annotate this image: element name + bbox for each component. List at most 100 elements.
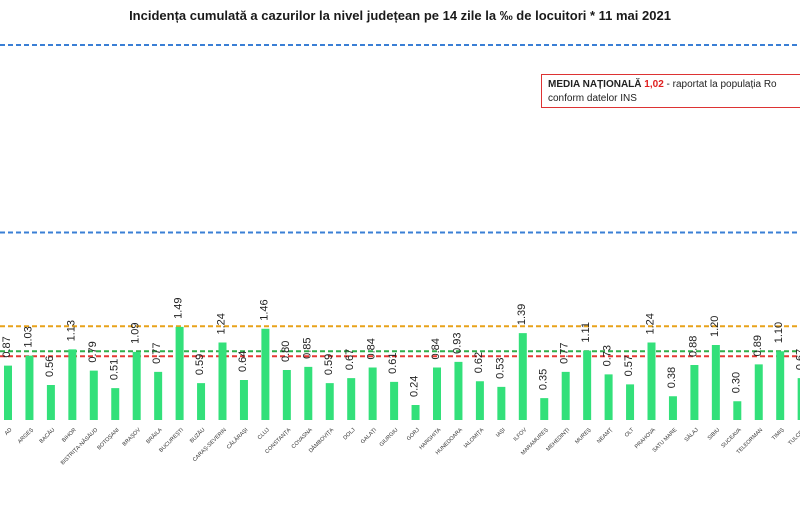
- category-label: SIBIU: [707, 427, 721, 441]
- category-label: BACĂU: [38, 426, 56, 444]
- value-label: 1.20: [709, 316, 721, 337]
- bar: [561, 371, 570, 420]
- value-label: 1.03: [22, 326, 34, 347]
- category-label: IALOMIȚA: [463, 427, 486, 450]
- bar: [668, 396, 677, 420]
- bar: [25, 355, 34, 420]
- legend-text: - raportat la populația Ro: [666, 79, 777, 90]
- value-label: 1.09: [130, 322, 142, 343]
- bar: [325, 383, 334, 420]
- bar: [776, 351, 785, 420]
- category-label: AD: [4, 427, 14, 437]
- bar: [175, 326, 184, 420]
- value-label: 0.79: [87, 341, 99, 362]
- bar: [604, 374, 613, 420]
- bar: [454, 361, 463, 420]
- value-label: 0.59: [194, 354, 206, 375]
- national-average-legend: MEDIA NAȚIONALĂ 1,02 - raportat la popul…: [541, 74, 800, 108]
- category-label: BIHOR: [61, 427, 78, 444]
- category-label: CĂLĂRAȘI: [225, 426, 250, 451]
- category-label: MUREȘ: [574, 427, 593, 446]
- category-label: GIURGIU: [379, 427, 400, 448]
- bar: [347, 378, 356, 420]
- value-label: 0.59: [323, 354, 335, 375]
- bar: [475, 381, 484, 420]
- bar: [733, 401, 742, 420]
- category-label: OLT: [624, 427, 636, 439]
- value-label: 0.24: [409, 376, 421, 397]
- legend-value: 1,02: [644, 79, 664, 90]
- category-label: ILFOV: [513, 427, 529, 443]
- category-label: GORJ: [406, 427, 421, 442]
- value-label: 0.30: [730, 372, 742, 393]
- bar: [368, 367, 377, 420]
- category-label: BISTRIȚA-NĂSĂUD: [59, 426, 99, 466]
- bar: [111, 388, 120, 420]
- value-label: 0.84: [366, 338, 378, 359]
- bar: [497, 386, 506, 420]
- bar: [711, 345, 720, 420]
- bar: [218, 342, 227, 420]
- category-label: CLUJ: [257, 427, 271, 441]
- legend-text-2: conform datelor INS: [548, 93, 637, 104]
- bar: [433, 367, 441, 420]
- value-label: 0.84: [430, 338, 442, 359]
- category-label: TULCEA: [787, 427, 800, 447]
- value-label: 1.10: [773, 322, 785, 343]
- bar: [626, 384, 635, 420]
- value-label: 0.51: [108, 359, 120, 380]
- category-label: MEHEDINȚI: [545, 427, 571, 453]
- bar: [197, 383, 206, 420]
- bar: [797, 378, 800, 420]
- value-label: 0.64: [237, 351, 249, 372]
- bar: [647, 342, 656, 420]
- category-label: BRĂILA: [145, 426, 164, 445]
- bar: [390, 381, 399, 420]
- value-label: 1.46: [258, 299, 270, 320]
- value-label: 1.49: [173, 297, 185, 318]
- value-label: 0.67: [344, 349, 356, 370]
- bar: [583, 350, 592, 420]
- value-label: 0.85: [301, 337, 313, 358]
- bar: [239, 380, 248, 420]
- category-label: TIMIȘ: [771, 427, 786, 442]
- bar: [89, 370, 98, 420]
- value-label: 0.80: [280, 341, 292, 362]
- bar: [690, 365, 699, 420]
- bar: [518, 333, 527, 420]
- bar: [68, 349, 77, 420]
- legend-label: MEDIA NAȚIONALĂ: [548, 79, 642, 90]
- value-label: 0.35: [537, 369, 549, 390]
- value-label: 0.67: [795, 349, 800, 370]
- bar: [282, 370, 291, 420]
- category-label: BRAȘOV: [122, 427, 143, 448]
- value-label: 0.93: [451, 332, 463, 353]
- bar: [754, 364, 763, 420]
- value-label: 0.38: [666, 367, 678, 388]
- value-label: 1.24: [645, 313, 657, 334]
- category-label: NEAMȚ: [596, 427, 614, 445]
- bar: [261, 328, 270, 420]
- bar: [154, 371, 163, 420]
- category-label: BOTOȘANI: [96, 427, 121, 452]
- value-label: 0.88: [687, 336, 699, 357]
- category-label: GALAȚI: [360, 427, 378, 445]
- value-label: 0.61: [387, 352, 399, 373]
- value-label: 0.57: [623, 355, 635, 376]
- bar: [540, 398, 549, 420]
- category-label: ARGEȘ: [17, 427, 35, 445]
- bar: [4, 365, 12, 420]
- value-label: 0.77: [151, 342, 163, 363]
- bar: [46, 385, 55, 420]
- value-label: 1.39: [516, 304, 528, 325]
- category-label: SĂLAJ: [683, 426, 700, 443]
- category-label: BUZĂU: [188, 426, 206, 444]
- bar: [304, 366, 313, 420]
- value-label: 1.13: [65, 320, 77, 341]
- value-label: 1.24: [216, 313, 228, 334]
- value-label: 0.56: [44, 356, 56, 377]
- value-label: 0.87: [1, 336, 13, 357]
- value-label: 0.53: [494, 357, 506, 378]
- value-label: 1.11: [580, 322, 592, 343]
